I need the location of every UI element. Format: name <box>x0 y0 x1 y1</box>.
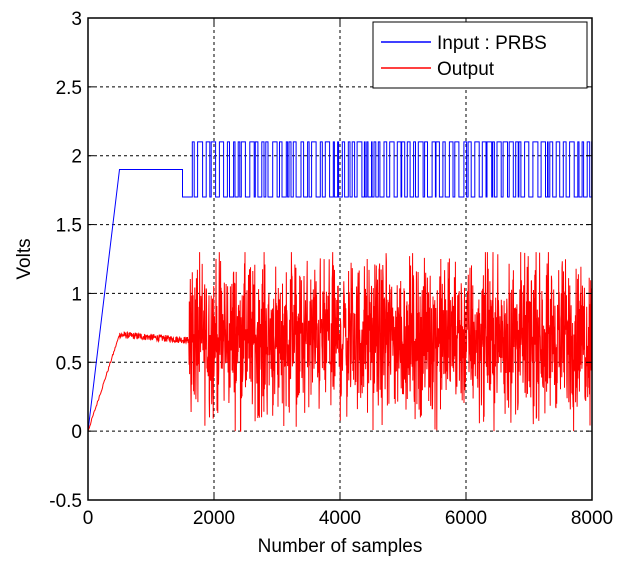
y-tick-label: 1 <box>71 284 82 305</box>
series-layer <box>88 141 592 432</box>
legend: Input : PRBS Output <box>372 21 588 89</box>
y-axis-label: Volts <box>14 238 35 279</box>
ticks: 0 2000 4000 6000 8000-0.500.511.522.53 <box>49 9 613 529</box>
y-tick-label: 1.5 <box>56 216 82 237</box>
y-tick-label: 2 <box>71 147 82 168</box>
y-tick-label: 3 <box>71 9 82 30</box>
legend-label-input: Input : PRBS <box>437 33 547 54</box>
x-axis-label: Number of samples <box>258 536 423 557</box>
legend-label-output: Output <box>437 59 495 80</box>
legend-box <box>372 21 588 89</box>
y-tick-label: 2.5 <box>56 78 82 99</box>
y-tick-label: 0.5 <box>56 353 82 374</box>
x-tick-label: 2000 <box>193 508 235 529</box>
x-tick-label: 4000 <box>319 508 361 529</box>
x-tick-label: 8000 <box>571 508 613 529</box>
x-tick-label: 0 <box>83 508 94 529</box>
series-output <box>88 252 592 432</box>
y-tick-label: -0.5 <box>49 491 82 512</box>
series-input-prbs <box>88 141 592 432</box>
x-tick-label: 6000 <box>445 508 487 529</box>
y-tick-label: 0 <box>71 422 82 443</box>
